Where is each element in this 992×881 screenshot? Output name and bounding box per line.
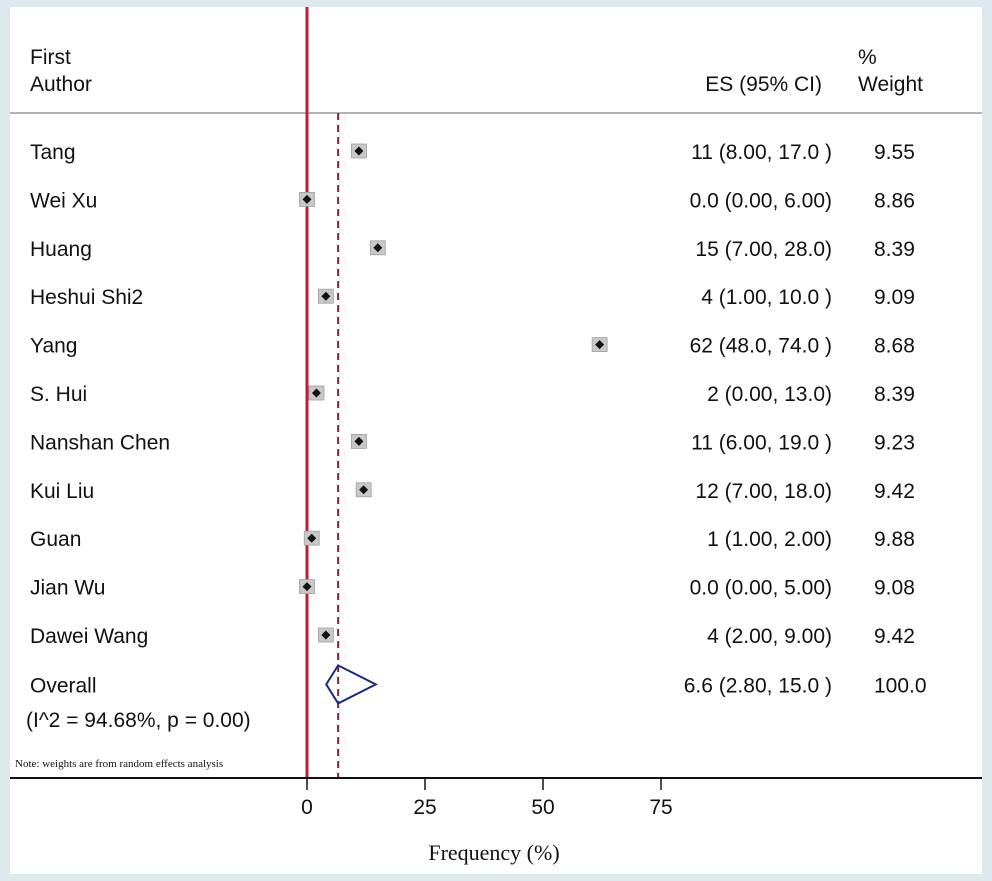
study-author: Huang	[30, 238, 92, 261]
study-weight: 8.39	[874, 238, 915, 261]
study-rows: Tang 11 (8.00, 17.0 ) 9.55 Wei Xu 0.0 (0.00,…	[30, 141, 927, 705]
study-weight: 9.55	[874, 141, 915, 164]
study-author: Tang	[30, 141, 76, 164]
overall-weight: 100.0	[874, 674, 927, 697]
x-tick-label: 75	[649, 796, 672, 819]
study-author: Dawei Wang	[30, 625, 148, 648]
x-axis-title: Frequency (%)	[428, 840, 559, 865]
study-author: S. Hui	[30, 383, 87, 406]
study-author: Guan	[30, 528, 81, 551]
study-author: Yang	[30, 335, 78, 358]
study-weight: 9.42	[874, 625, 915, 648]
study-weight: 8.86	[874, 189, 915, 212]
x-tick-label: 0	[301, 796, 313, 819]
point-estimate-marker	[302, 582, 312, 592]
header-author-line1: First	[30, 46, 71, 69]
study-weight: 9.23	[874, 431, 915, 454]
point-estimate-marker	[302, 194, 312, 204]
plot-frame	[10, 7, 982, 874]
study-weight: 9.09	[874, 286, 915, 309]
header-weight-line1: %	[858, 46, 877, 69]
study-es-ci: 15 (7.00, 28.0)	[695, 238, 832, 261]
study-weight: 8.68	[874, 335, 915, 358]
point-estimate-marker	[354, 146, 364, 156]
overall-diamond	[325, 664, 379, 705]
study-author: Nanshan Chen	[30, 431, 170, 454]
study-es-ci: 1 (1.00, 2.00)	[707, 528, 832, 551]
study-es-ci: 4 (1.00, 10.0 )	[701, 286, 832, 309]
study-es-ci: 0.0 (0.00, 6.00)	[690, 189, 832, 212]
study-es-ci: 0.0 (0.00, 5.00)	[690, 577, 832, 600]
study-es-ci: 4 (2.00, 9.00)	[707, 625, 832, 648]
header-es: ES (95% CI)	[705, 73, 822, 96]
header-author-line2: Author	[30, 73, 92, 96]
point-estimate-marker	[321, 630, 331, 640]
point-estimate-marker	[359, 485, 369, 495]
point-estimate-marker	[354, 436, 364, 446]
study-author: Heshui Shi2	[30, 286, 143, 309]
x-axis-ticks: 0 25 50 75	[301, 778, 673, 819]
point-estimate-marker	[307, 533, 317, 543]
study-es-ci: 2 (0.00, 13.0)	[707, 383, 832, 406]
study-author: Jian Wu	[30, 577, 105, 600]
study-weight: 8.39	[874, 383, 915, 406]
point-estimate-marker	[373, 243, 383, 253]
x-tick-label: 50	[531, 796, 554, 819]
x-tick-label: 25	[413, 796, 436, 819]
study-weight: 9.88	[874, 528, 915, 551]
study-es-ci: 62 (48.0, 74.0 )	[690, 335, 832, 358]
study-author: Kui Liu	[30, 480, 94, 503]
study-es-ci: 12 (7.00, 18.0)	[695, 480, 832, 503]
study-weight: 9.08	[874, 577, 915, 600]
heterogeneity-text: (I^2 = 94.68%, p = 0.00)	[26, 709, 251, 732]
overall-es-ci: 6.6 (2.80, 15.0 )	[684, 674, 832, 697]
weights-note: Note: weights are from random effects an…	[15, 758, 223, 770]
study-author: Wei Xu	[30, 189, 97, 212]
header-weight-line2: Weight	[858, 73, 923, 96]
point-estimate-marker	[321, 291, 331, 301]
point-estimate-marker	[595, 340, 605, 350]
study-es-ci: 11 (6.00, 19.0 )	[691, 431, 832, 454]
study-es-ci: 11 (8.00, 17.0 )	[691, 141, 832, 164]
study-weight: 9.42	[874, 480, 915, 503]
overall-label: Overall	[30, 674, 97, 697]
point-estimate-marker	[311, 388, 321, 398]
